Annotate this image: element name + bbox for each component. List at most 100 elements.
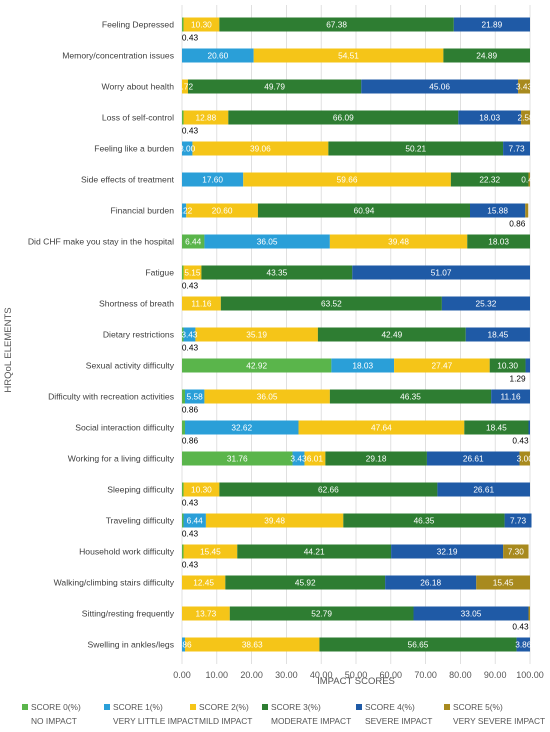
legend-swatch bbox=[444, 704, 450, 710]
bar-segment bbox=[184, 420, 299, 435]
data-label: 7.73 bbox=[510, 516, 527, 526]
bar-segment bbox=[182, 203, 187, 218]
bar-segment bbox=[182, 110, 184, 125]
legend-swatch bbox=[104, 704, 110, 710]
category-label: Dietary restrictions bbox=[103, 330, 174, 340]
data-label: 49.79 bbox=[264, 82, 285, 92]
data-label: 3.43 bbox=[181, 330, 198, 340]
bar-segment bbox=[201, 265, 353, 280]
data-label: 7.73 bbox=[508, 144, 525, 154]
bar-segment bbox=[184, 389, 205, 404]
category-label: Sexual activity difficulty bbox=[86, 361, 175, 371]
legend-sublabel: NO IMPACT bbox=[31, 716, 77, 726]
category-label: Side effects of treatment bbox=[81, 175, 175, 185]
bar-segment bbox=[304, 451, 326, 466]
x-tick-label: 40.00 bbox=[310, 670, 333, 680]
bar-segment bbox=[219, 482, 438, 497]
data-label: 7.30 bbox=[508, 547, 525, 557]
x-tick-label: 80.00 bbox=[449, 670, 472, 680]
data-labels: 10.30 67.38 21.89 0.43 20.60 54.51 24.89 1.72 49… bbox=[175, 20, 537, 650]
bar-segment bbox=[195, 327, 318, 342]
data-label: 3.00 bbox=[517, 454, 534, 464]
category-labels: Feeling Depressed Memory/concentration is… bbox=[28, 20, 175, 650]
bar-segment bbox=[519, 451, 530, 466]
bar-segment bbox=[228, 110, 459, 125]
data-label: 59.66 bbox=[337, 175, 358, 185]
x-tick-label: 70.00 bbox=[414, 670, 437, 680]
bar-segment bbox=[219, 17, 454, 32]
data-label: 26.61 bbox=[463, 454, 484, 464]
data-label: 51.07 bbox=[431, 268, 452, 278]
data-label: 0.43 bbox=[182, 126, 199, 136]
data-label: 31.76 bbox=[227, 454, 248, 464]
data-label: 29.18 bbox=[366, 454, 387, 464]
bar-segment bbox=[183, 327, 196, 342]
data-label: 0.43 bbox=[182, 560, 199, 570]
data-label: 32.19 bbox=[437, 547, 458, 557]
bar-segment bbox=[391, 544, 504, 559]
bar-segment bbox=[450, 172, 529, 187]
bar-segment bbox=[182, 296, 221, 311]
data-label: 3.00 bbox=[179, 144, 196, 154]
data-label: 22.32 bbox=[479, 175, 500, 185]
data-label: 18.03 bbox=[352, 361, 373, 371]
category-label: Walking/climbing stairs difficulty bbox=[54, 578, 175, 588]
legend-sublabel: MODERATE IMPACT bbox=[271, 716, 351, 726]
data-label: 10.30 bbox=[191, 20, 212, 30]
category-label: Traveling difficulty bbox=[106, 516, 175, 526]
bar-segment bbox=[516, 637, 530, 652]
bar-segment bbox=[253, 48, 444, 63]
data-label: 35.19 bbox=[246, 330, 267, 340]
y-axis-label: HRQoL ELEMENTS bbox=[3, 307, 14, 392]
bar-segment bbox=[528, 420, 530, 435]
bar-segment bbox=[331, 358, 395, 373]
data-label: 15.45 bbox=[200, 547, 221, 557]
bar-segment bbox=[343, 513, 505, 528]
bar-segment bbox=[243, 172, 451, 187]
data-label: 0.43 bbox=[512, 622, 529, 632]
bar-segment bbox=[183, 513, 206, 528]
legend-sublabel: MILD IMPACT bbox=[199, 716, 252, 726]
bar-segment bbox=[182, 358, 332, 373]
data-label: 0.86 bbox=[509, 219, 526, 229]
data-label: 0.86 bbox=[175, 640, 192, 650]
data-label: 0.43 bbox=[182, 33, 199, 43]
bar-segment bbox=[186, 203, 258, 218]
data-label: 13.73 bbox=[196, 609, 217, 619]
bar-segment bbox=[503, 544, 529, 559]
data-label: 26.61 bbox=[473, 485, 494, 495]
data-label: 36.05 bbox=[257, 392, 278, 402]
data-label: 0.43 bbox=[512, 436, 529, 446]
data-label: 1.72 bbox=[177, 82, 194, 92]
bar-segment bbox=[257, 203, 471, 218]
data-label: 39.48 bbox=[388, 237, 409, 247]
legend-swatch bbox=[190, 704, 196, 710]
bar-segment bbox=[183, 544, 238, 559]
legend-label: SCORE 4(%) bbox=[365, 702, 415, 712]
data-label: 26.18 bbox=[420, 578, 441, 588]
legend-label: SCORE 3(%) bbox=[271, 702, 321, 712]
bar-segment bbox=[352, 265, 530, 280]
data-label: 52.79 bbox=[311, 609, 332, 619]
data-label: 18.45 bbox=[487, 330, 508, 340]
bar-segment bbox=[183, 265, 202, 280]
bar-segment bbox=[182, 637, 185, 652]
bar-segment bbox=[204, 234, 330, 249]
category-label: Sitting/resting frequently bbox=[82, 609, 175, 619]
bar-segment bbox=[458, 110, 522, 125]
x-tick-label: 10.00 bbox=[206, 670, 229, 680]
bar-segment bbox=[525, 358, 531, 373]
bar-segment bbox=[491, 389, 530, 404]
data-label: 11.16 bbox=[501, 392, 522, 402]
x-tick-label: 90.00 bbox=[484, 670, 507, 680]
data-label: 10.30 bbox=[191, 485, 212, 495]
bar-segment bbox=[317, 327, 466, 342]
bar-segment bbox=[528, 172, 531, 187]
data-label: 11.16 bbox=[191, 299, 212, 309]
bar-segment bbox=[182, 17, 184, 32]
data-label: 6.01 bbox=[307, 454, 324, 464]
bar-segment bbox=[182, 79, 188, 94]
bar-segment bbox=[182, 234, 205, 249]
legend: SCORE 0(%) NO IMPACT SCORE 1(%) VERY LITTLE… bbox=[22, 702, 545, 726]
